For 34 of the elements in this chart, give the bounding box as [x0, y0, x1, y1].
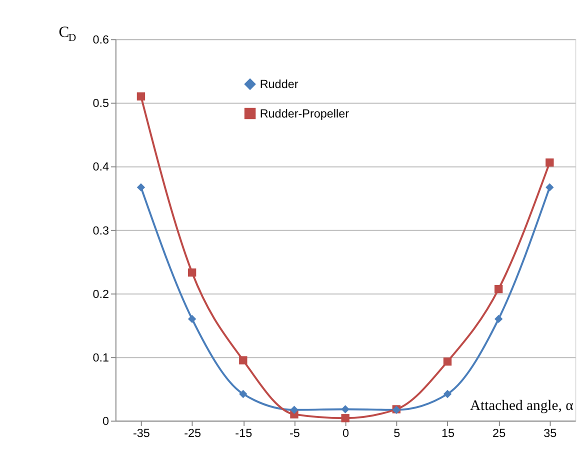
point — [239, 356, 248, 364]
point — [136, 92, 146, 100]
point — [188, 314, 196, 324]
point — [546, 158, 554, 167]
x-tick-label: 25 — [492, 426, 506, 440]
x-tick-label: 5 — [394, 426, 401, 440]
point — [494, 284, 503, 294]
y-tick-label: 0.2 — [92, 288, 110, 301]
y-tick-label: 0.5 — [92, 97, 110, 110]
x-tick-label: -35 — [133, 426, 150, 440]
x-tick-label: 15 — [441, 426, 455, 440]
legend-label: Rudder — [260, 78, 298, 92]
point — [341, 414, 350, 422]
y-tick-label: 0.3 — [92, 224, 110, 238]
y-tick-label: 0.1 — [92, 352, 110, 364]
point — [546, 183, 554, 192]
point — [290, 406, 298, 414]
point — [341, 405, 350, 414]
point — [443, 357, 452, 366]
legend-label: Rudder-Propeller — [260, 107, 350, 120]
point — [239, 390, 248, 398]
x-tick-label: -5 — [290, 426, 300, 440]
x-axis-title: Attached angle, α — [470, 398, 574, 414]
x-tick-label: -15 — [235, 426, 253, 440]
x-tick-label: 35 — [544, 426, 558, 440]
x-tick-label: 0 — [342, 426, 350, 440]
point — [188, 268, 196, 277]
y-tick-label: 0 — [102, 415, 110, 428]
point — [136, 183, 146, 192]
x-tick-label: -25 — [184, 426, 202, 440]
point — [494, 314, 503, 324]
y-tick-label: 0.4 — [92, 160, 110, 174]
point — [443, 390, 452, 398]
y-tick-label: 0.6 — [92, 34, 110, 47]
